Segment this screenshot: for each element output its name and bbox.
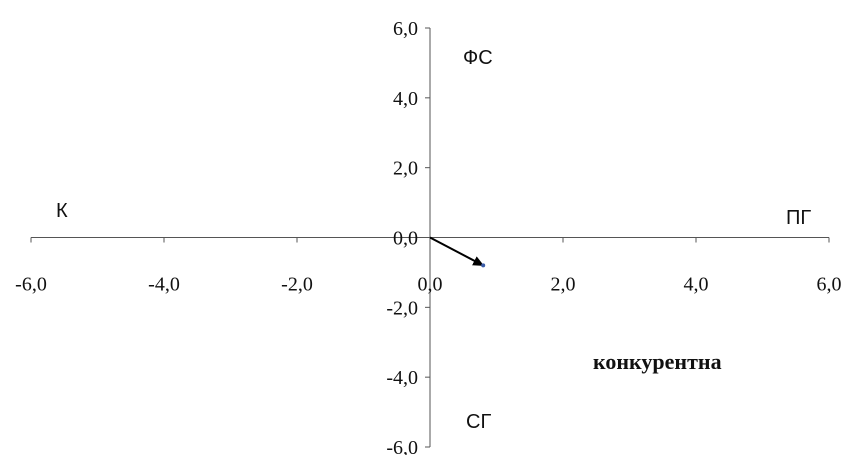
y-tick-label: -4,0 [386, 367, 418, 389]
x-tick-label: 6,0 [817, 274, 842, 296]
y-tick-label: 2,0 [393, 158, 418, 180]
x-tick-label: -6,0 [15, 274, 47, 296]
y-tick-group: 6,0 4,0 2,0 0,0 -2,0 -4,0 -6,0 [386, 18, 430, 455]
vector-arrow [429, 236, 485, 267]
y-tick-label: -6,0 [386, 437, 418, 455]
point-group [481, 263, 486, 268]
y-tick-label: 6,0 [393, 18, 418, 40]
y-tick-label: 0,0 [393, 228, 418, 250]
x-tick-label: -4,0 [148, 274, 180, 296]
quadrant-label-right: ПГ [786, 207, 811, 229]
x-tick-label: 0,0 [418, 274, 443, 296]
annotation-label: конкурентна [593, 349, 722, 374]
quadrant-label-bottom: СГ [466, 411, 491, 433]
y-tick-label: 4,0 [393, 88, 418, 110]
quadrant-label-left: К [56, 200, 68, 222]
x-tick-group: -6,0 -4,0 -2,0 0,0 2,0 4,0 6,0 [15, 237, 842, 296]
x-tick-label: -2,0 [281, 274, 313, 296]
quadrant-label-top: ФС [463, 47, 493, 69]
x-tick-label: 2,0 [551, 274, 576, 296]
y-tick-label: -2,0 [386, 297, 418, 319]
data-point [481, 263, 486, 268]
x-tick-label: 4,0 [684, 274, 709, 296]
